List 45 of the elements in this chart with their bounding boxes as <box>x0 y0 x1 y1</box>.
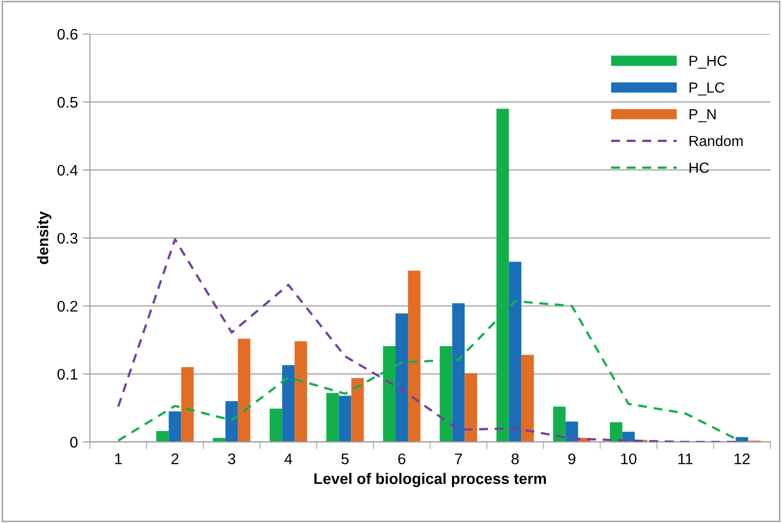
legend-label: Random <box>690 135 743 146</box>
x-tick-label: 8 <box>512 453 519 464</box>
bar <box>508 262 522 442</box>
bar <box>225 401 238 442</box>
bar <box>452 303 465 442</box>
bar <box>408 270 420 442</box>
y-tick-label: 0 <box>70 436 78 448</box>
y-tick-label: 0.1 <box>57 368 78 380</box>
y-tick-label: 0.5 <box>57 96 78 108</box>
y-tick-label: 0.4 <box>57 164 78 176</box>
bar <box>521 354 534 442</box>
bar <box>553 406 566 442</box>
bar <box>168 411 182 442</box>
y-tick-label: 0.6 <box>57 28 78 40</box>
x-tick-label: 11 <box>678 454 692 464</box>
x-tick-label: 7 <box>454 454 462 464</box>
x-tick-label: 1 <box>115 454 122 464</box>
x-tick-label: 12 <box>734 453 750 464</box>
bar <box>156 431 169 442</box>
bar <box>181 367 194 442</box>
legend-label: P_LC <box>690 82 724 96</box>
bar <box>566 422 578 442</box>
x-axis-title: Level of biological process term <box>314 472 546 488</box>
legend-label: P_HC <box>690 56 727 69</box>
x-tick-label: 2 <box>171 453 178 464</box>
legend-label: P_N <box>690 109 716 122</box>
legend-label: HC <box>690 162 709 173</box>
y-axis-title: density <box>37 211 52 264</box>
bar <box>351 378 364 442</box>
x-tick-label: 4 <box>284 454 292 464</box>
bar <box>294 341 308 442</box>
y-tick-label: 0.2 <box>57 300 78 312</box>
bar <box>610 422 622 442</box>
x-tick-label: 5 <box>341 454 349 464</box>
x-tick-label: 10 <box>621 453 636 464</box>
bar <box>238 338 250 442</box>
x-tick-label: 6 <box>398 453 406 464</box>
bar <box>338 396 352 442</box>
bar <box>282 365 295 442</box>
bar <box>464 373 478 442</box>
bar <box>270 408 282 442</box>
bar <box>396 313 408 442</box>
y-tick-label: 0.3 <box>57 232 78 244</box>
x-tick-label: 3 <box>228 453 236 464</box>
x-tick-label: 9 <box>568 453 576 464</box>
